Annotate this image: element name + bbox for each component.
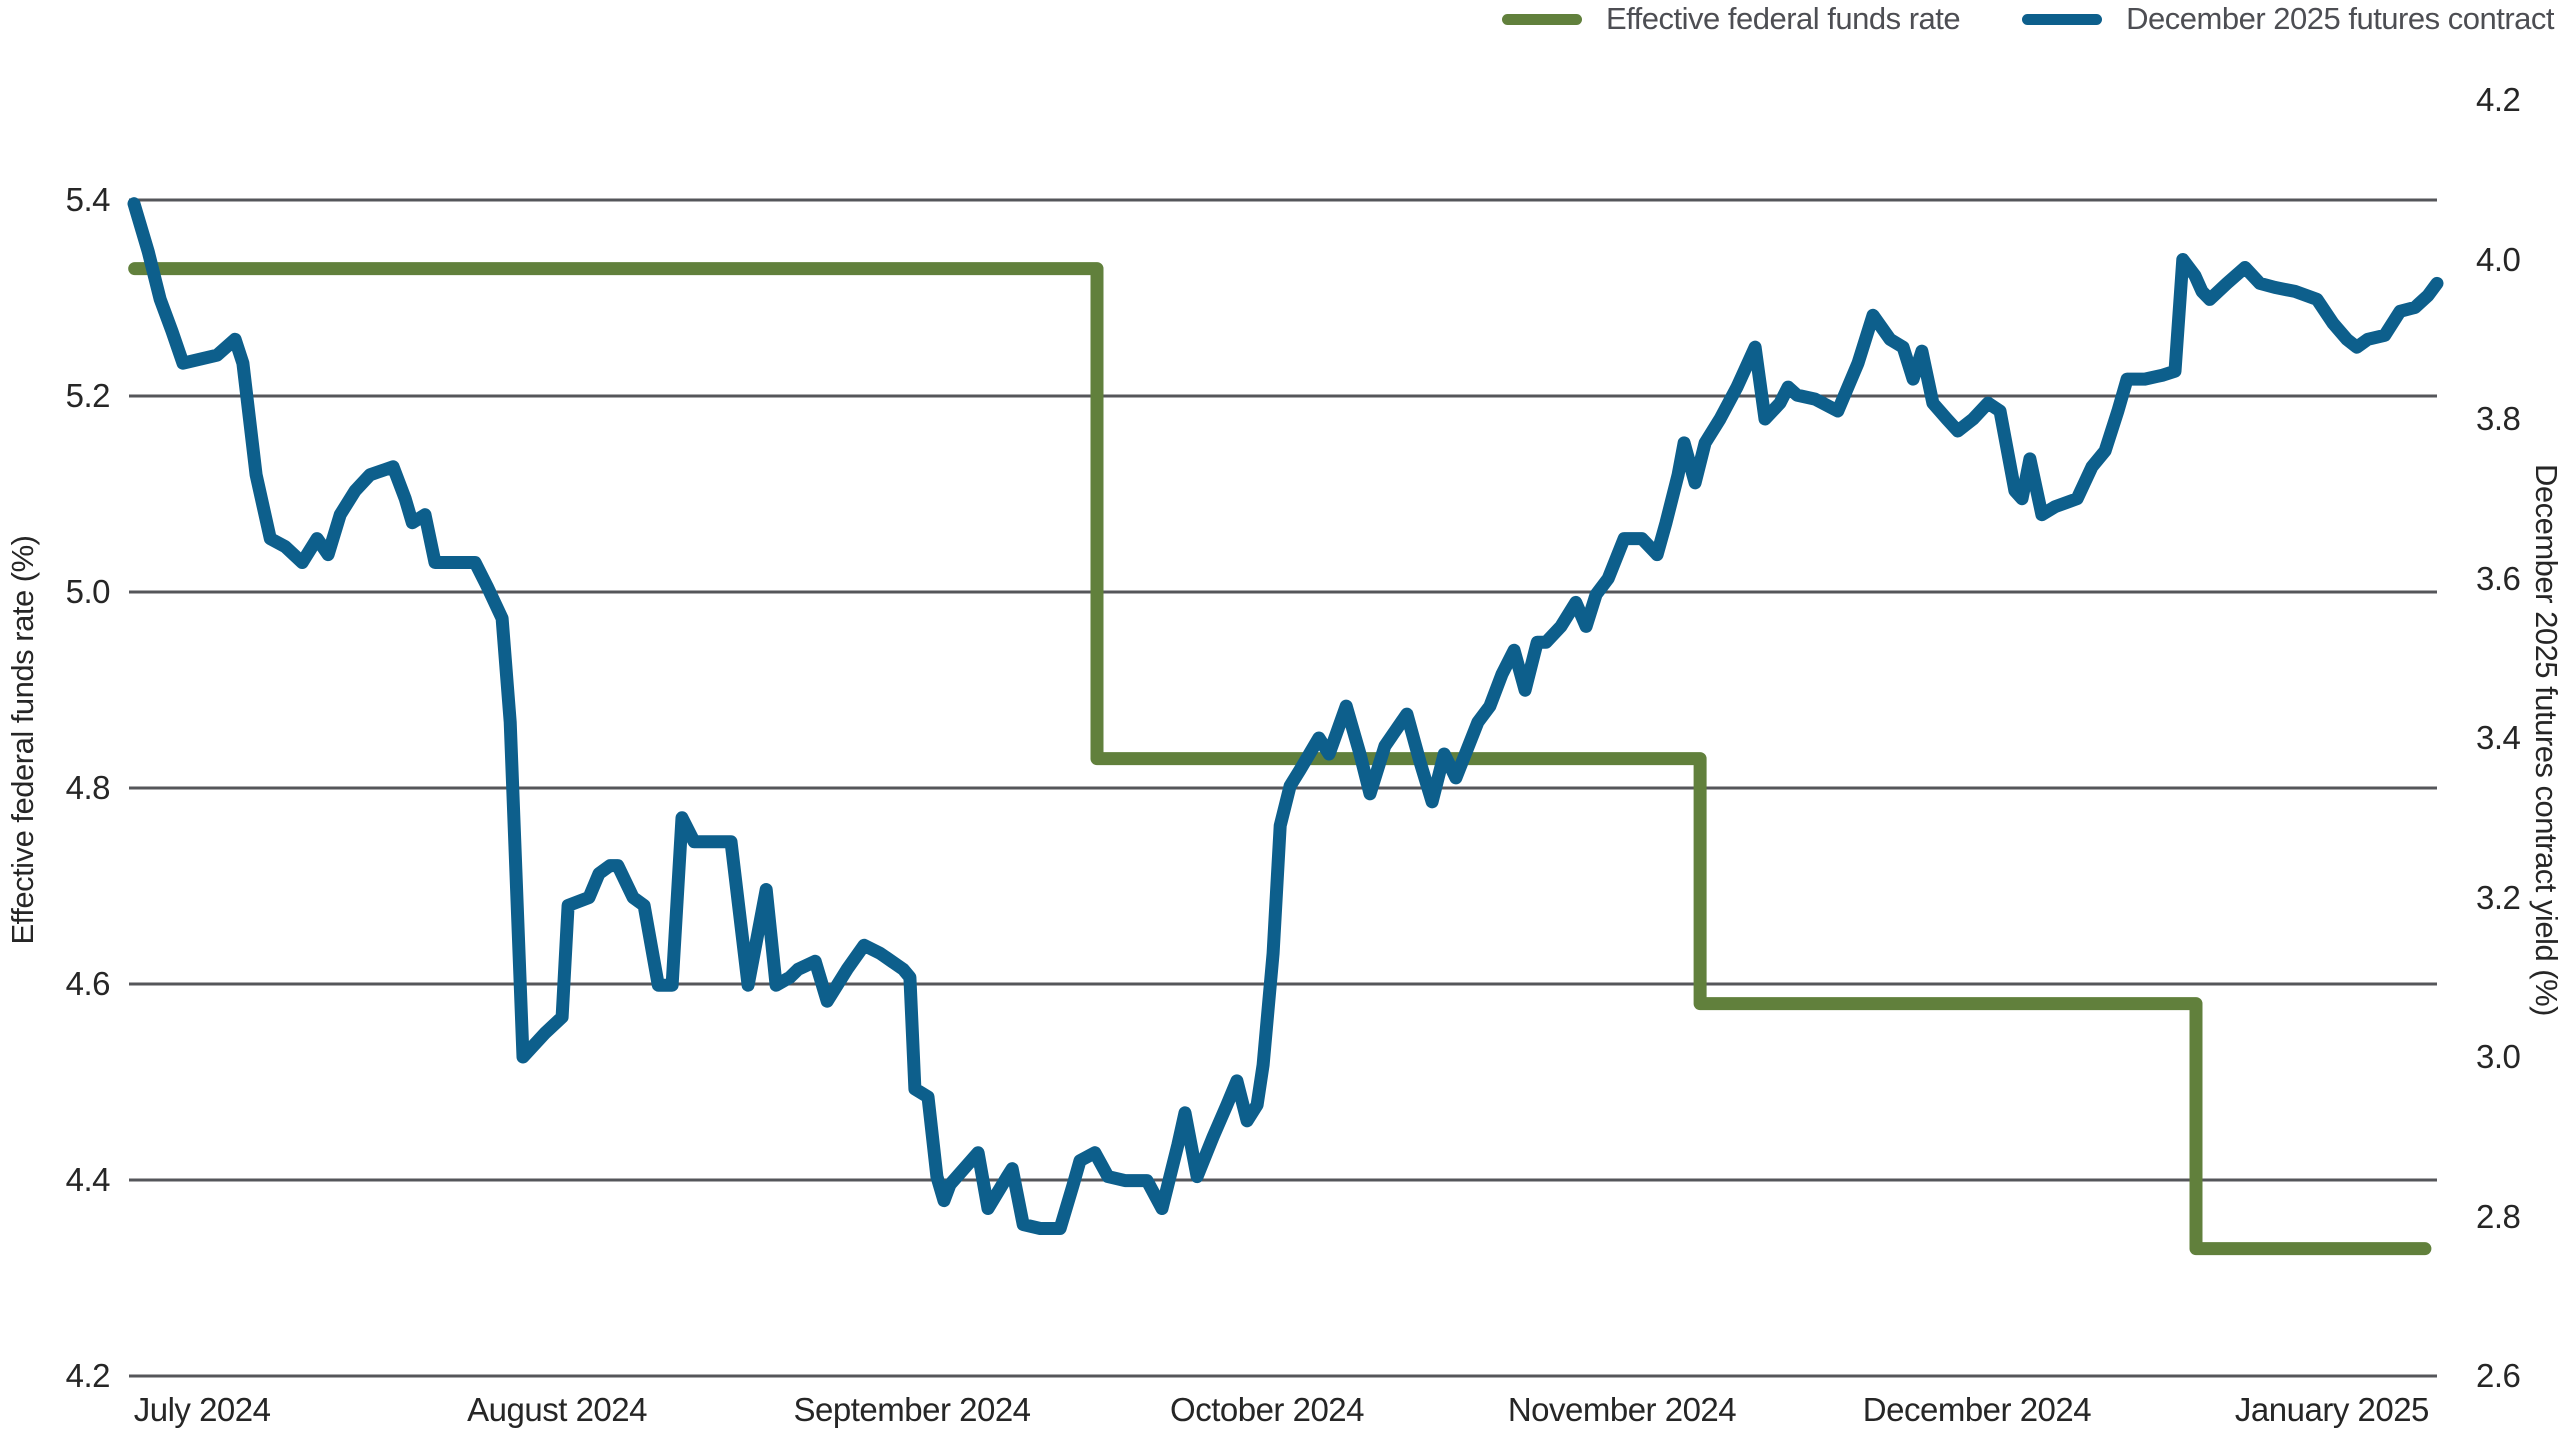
left-axis-tick-label: 4.6: [65, 965, 111, 1002]
left-axis-tick-label: 5.4: [65, 181, 111, 218]
right-axis-tick-label: 3.0: [2476, 1038, 2521, 1075]
right-axis-tick-label: 4.0: [2476, 240, 2521, 278]
x-axis-tick-label: July 2024: [133, 1391, 271, 1428]
right-axis-title: December 2025 futures contract yield (%): [2529, 463, 2560, 1017]
left-axis-tick-label: 4.8: [65, 769, 111, 806]
x-axis-tick-label: January 2025: [2234, 1391, 2429, 1428]
legend-label-futures: December 2025 futures contract: [2126, 1, 2554, 36]
right-axis-tick-label: 4.2: [2476, 81, 2521, 118]
futures-line: [127, 197, 2444, 1235]
right-axis-tick-label: 2.6: [2476, 1357, 2521, 1394]
right-axis-tick-label: 3.8: [2476, 400, 2521, 437]
effr-line: [128, 262, 2432, 1256]
left-axis-tick-label: 4.4: [65, 1161, 111, 1198]
right-axis-tick-label: 3.2: [2476, 878, 2521, 916]
left-axis-tick-label: 5.0: [65, 573, 111, 610]
effr-line-swatch-icon: [1501, 13, 1582, 25]
right-axis-tick-label: 3.6: [2476, 559, 2521, 597]
legend-item-futures: December 2025 futures contract: [2022, 1, 2554, 37]
x-axis-tick-label: December 2024: [1862, 1391, 2092, 1428]
legend: Effective federal funds rate December 20…: [1501, 1, 2554, 37]
x-axis-tick-label: September 2024: [793, 1391, 1032, 1428]
legend-item-effr: Effective federal funds rate: [1501, 1, 1961, 37]
futures-line-swatch-icon: [2022, 13, 2103, 25]
x-axis-tick-label: November 2024: [1507, 1391, 1737, 1428]
right-axis-tick-label: 3.4: [2476, 719, 2521, 756]
left-axis-tick-label: 4.2: [65, 1357, 111, 1394]
right-axis-tick-label: 2.8: [2476, 1197, 2521, 1235]
left-axis-tick-label: 5.2: [65, 377, 111, 414]
x-axis-tick-label: October 2024: [1170, 1391, 1364, 1428]
legend-label-effr: Effective federal funds rate: [1605, 1, 1961, 36]
x-axis-tick-label: August 2024: [467, 1391, 647, 1428]
